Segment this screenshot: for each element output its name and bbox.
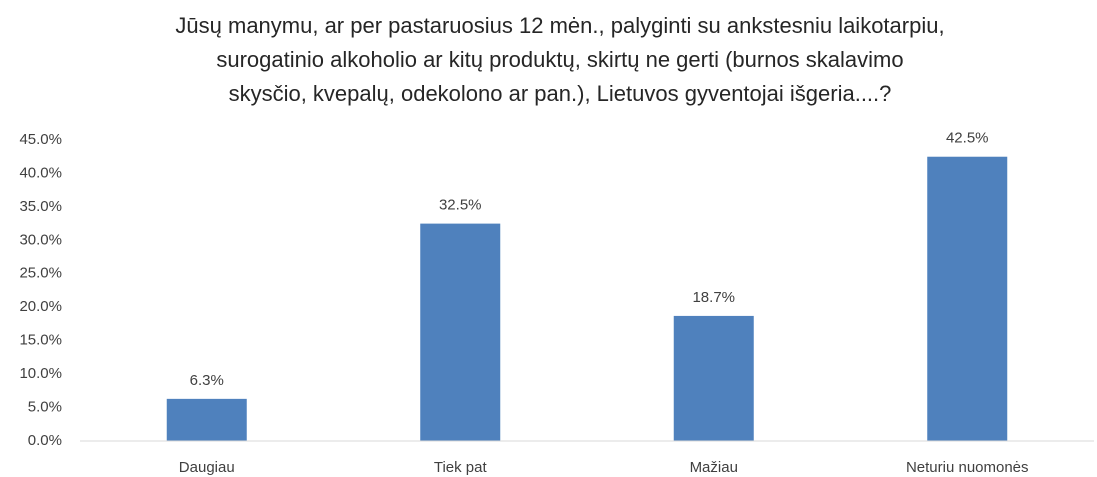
y-tick-label: 25.0% [19,265,62,282]
y-tick-label: 30.0% [19,231,62,248]
chart-title: skysčio, kvepalų, odekolono ar pan.), Li… [229,81,892,106]
bar [673,315,754,441]
bar [420,223,501,441]
bar [166,398,247,441]
x-tick-label: Neturiu nuomonės [906,459,1029,476]
y-tick-label: 20.0% [19,298,62,315]
data-label: 32.5% [439,197,482,214]
y-tick-label: 5.0% [28,399,62,416]
data-label: 42.5% [946,130,989,147]
data-label: 6.3% [190,372,224,389]
x-tick-label: Tiek pat [434,459,488,476]
bar [927,156,1008,441]
y-tick-label: 10.0% [19,365,62,382]
y-tick-label: 15.0% [19,332,62,349]
chart-title: Jūsų manymu, ar per pastaruosius 12 mėn.… [175,13,944,38]
y-tick-label: 35.0% [19,198,62,215]
x-tick-label: Daugiau [179,459,235,476]
x-tick-label: Mažiau [690,459,738,476]
y-tick-label: 45.0% [19,131,62,148]
y-tick-label: 40.0% [19,164,62,181]
y-tick-label: 0.0% [28,432,62,449]
data-label: 18.7% [692,289,735,306]
chart-title: surogatinio alkoholio ar kitų produktų, … [216,47,903,72]
